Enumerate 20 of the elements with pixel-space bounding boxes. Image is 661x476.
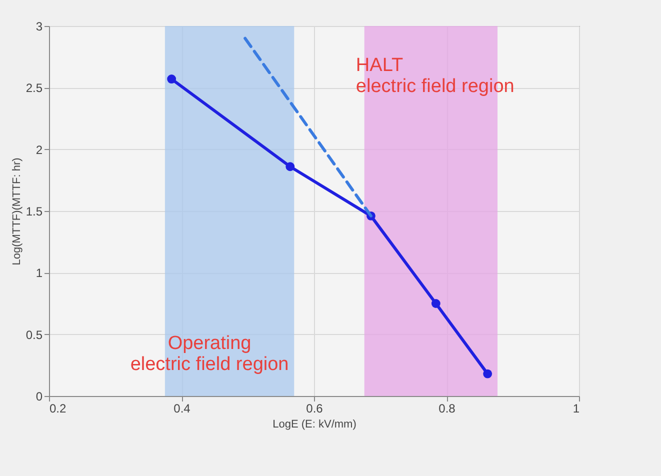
point: [286, 162, 295, 172]
band-label: Operating electric field region: [130, 333, 289, 375]
y-tick-label: 2: [36, 142, 43, 157]
x-tick-label: 0.2: [50, 402, 67, 416]
x-tick-label: 1: [572, 402, 580, 416]
point: [167, 74, 176, 84]
y-axis-title: Log(MTTF)(MTTF: hr): [10, 158, 23, 266]
y-tick-label: 0.5: [26, 328, 43, 342]
y-tick-label: 1: [36, 266, 43, 280]
x-axis-title: LogE (E: kV/mm): [272, 418, 356, 430]
point: [431, 299, 440, 308]
y-tick-label: 0: [36, 390, 43, 404]
band-label: HALT electric field region: [356, 55, 514, 97]
x-tick-label: 0.6: [306, 402, 324, 416]
x-tick-label: 0.4: [174, 402, 191, 416]
y-tick-label: 3: [36, 20, 43, 34]
y-tick-label: 1.5: [26, 204, 43, 218]
point: [483, 369, 492, 378]
y-tick-label: 2.5: [26, 81, 43, 96]
x-tick-label: 0.8: [438, 402, 456, 416]
